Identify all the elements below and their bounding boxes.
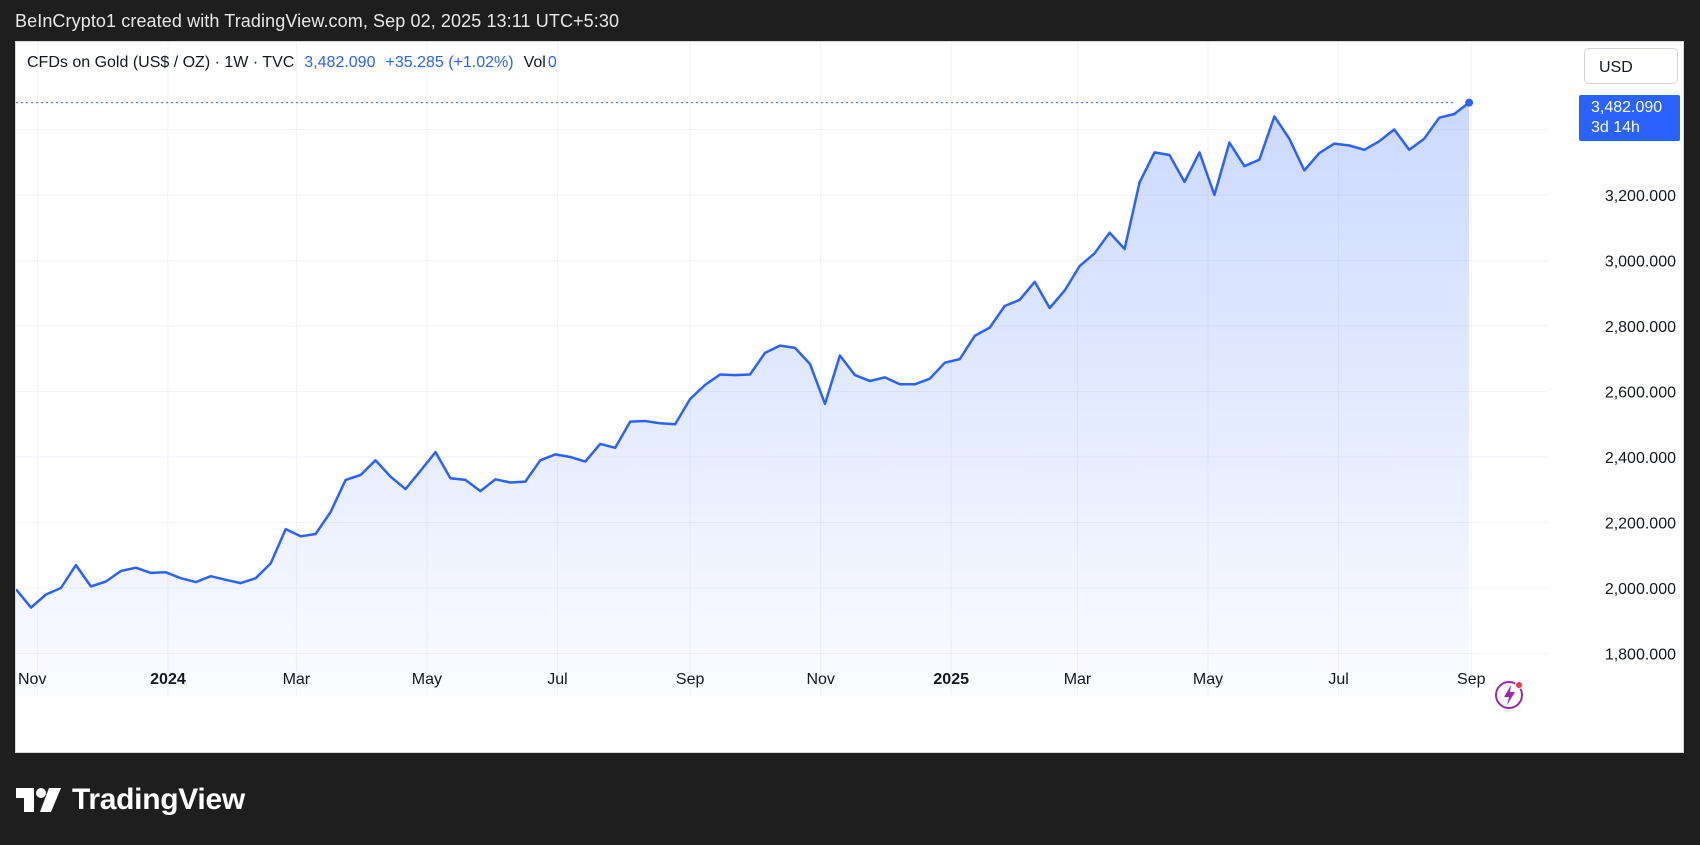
time-axis[interactable]: Nov 2024 Mar May Jul Sep Nov 2025 Mar May Jul Sep [18, 671, 1486, 688]
x-tick-label: Sep [1457, 671, 1486, 688]
x-tick-label: 2024 [150, 671, 186, 688]
chart-area[interactable]: 1,800.000 2,000.000 2,200.000 2,400.000 2,60… [15, 41, 1684, 753]
volume-value: 0 [547, 54, 557, 71]
last-price: 3,482.090 [304, 54, 376, 71]
y-tick-label: 2,800.000 [1605, 319, 1676, 336]
y-tick-label: 3,000.000 [1605, 254, 1676, 271]
x-tick-label: Jul [1328, 671, 1348, 688]
lightning-icon[interactable] [1494, 678, 1526, 710]
brand-name: TradingView [72, 783, 245, 816]
chart-caption: BeInCrypto1 created with TradingView.com… [15, 11, 620, 31]
tradingview-logo-icon [16, 788, 61, 812]
price-chart[interactable]: 1,800.000 2,000.000 2,200.000 2,400.000 2,60… [16, 42, 1683, 752]
price-change: +35.285 (+1.02%) [385, 54, 514, 71]
y-tick-label: 3,200.000 [1605, 188, 1676, 205]
y-tick-label: 2,600.000 [1605, 385, 1676, 402]
symbol-legend: CFDs on Gold (US$ / OZ) · 1W · TVC 3,482… [27, 54, 557, 72]
currency-button[interactable]: USD [1584, 48, 1678, 84]
y-tick-label: 2,400.000 [1605, 450, 1676, 467]
y-tick-label: 2,200.000 [1605, 516, 1676, 533]
last-price-tag: 3,482.090 3d 14h [1579, 95, 1680, 141]
price-tag-value: 3,482.090 [1591, 99, 1663, 116]
y-tick-label: 1,800.000 [1605, 647, 1676, 664]
last-price-point [1465, 98, 1474, 107]
x-tick-label: May [412, 671, 442, 688]
x-tick-label: 2025 [933, 671, 969, 688]
y-tick-label: 2,000.000 [1605, 581, 1676, 598]
x-tick-label: Nov [18, 671, 46, 688]
x-tick-label: May [1193, 671, 1223, 688]
price-axis[interactable]: 1,800.000 2,000.000 2,200.000 2,400.000 2,60… [1605, 188, 1676, 664]
x-tick-label: Nov [806, 671, 834, 688]
x-tick-label: Mar [1064, 671, 1092, 688]
symbol-title[interactable]: CFDs on Gold (US$ / OZ) · 1W · TVC [27, 54, 295, 71]
tradingview-brand[interactable]: TradingView [16, 783, 245, 817]
x-tick-label: Mar [283, 671, 311, 688]
x-tick-label: Jul [547, 671, 567, 688]
price-line [16, 101, 1470, 609]
price-area [16, 102, 1470, 697]
volume-label: Vol [523, 54, 546, 71]
bar-countdown: 3d 14h [1591, 119, 1640, 136]
x-tick-label: Sep [676, 671, 705, 688]
